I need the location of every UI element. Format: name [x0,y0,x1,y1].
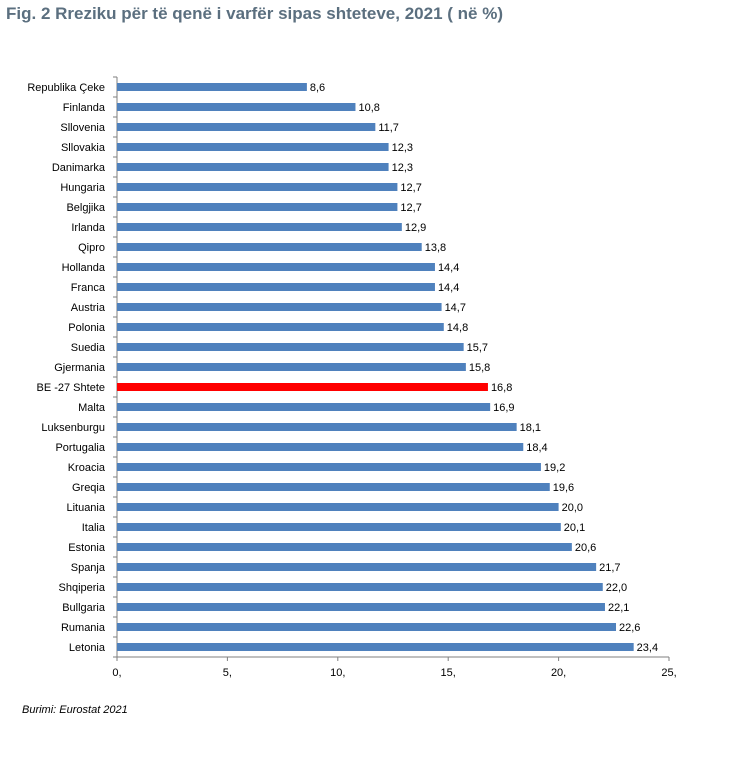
value-label: 13,8 [425,242,446,254]
value-label: 12,3 [392,162,413,174]
category-label: Polonia [68,322,106,334]
bar [117,623,617,631]
value-label: 20,0 [562,502,583,514]
category-label: Shqiperia [59,582,106,594]
category-label: Hollanda [62,262,106,274]
bar [117,443,524,451]
category-label: Sllovakia [61,142,106,154]
value-label: 16,9 [493,402,514,414]
category-label: Hungaria [60,182,106,194]
category-label: BE -27 Shtete [37,382,106,394]
bar [117,123,376,131]
bar [117,343,464,351]
x-tick-label: 10, [330,667,345,679]
bar [117,143,389,151]
category-label: Sllovenia [60,122,106,134]
bar [117,363,466,371]
category-label: Suedia [71,342,106,354]
value-label: 8,6 [310,82,325,94]
category-label: Estonia [68,542,106,554]
value-label: 18,4 [526,442,547,454]
category-label: Gjermania [54,362,106,374]
value-label: 11,7 [378,122,399,134]
category-label: Lituania [66,502,105,514]
value-label: 20,6 [575,542,596,554]
x-tick-label: 5, [223,667,232,679]
bar [117,383,488,391]
value-label: 12,3 [392,142,413,154]
category-label: Qipro [78,242,105,254]
bar [117,303,442,311]
category-label: Franca [71,282,106,294]
bar [117,103,356,111]
category-label: Belgjika [66,202,105,214]
bar [117,263,435,271]
value-label: 15,7 [467,342,488,354]
category-label: Danimarka [52,162,106,174]
value-label: 19,2 [544,462,565,474]
category-label: Bullgaria [62,602,106,614]
category-label: Irlanda [71,222,106,234]
category-label: Spanja [71,562,106,574]
value-label: 14,4 [438,282,459,294]
value-label: 12,7 [400,202,421,214]
bar [117,463,541,471]
value-label: 14,4 [438,262,459,274]
bar [117,643,634,651]
bar [117,83,307,91]
value-label: 14,7 [445,302,466,314]
category-label: Greqia [72,482,106,494]
x-tick-label: 0, [112,667,121,679]
bar [117,183,398,191]
bar [117,323,444,331]
value-label: 22,6 [619,622,640,634]
value-label: 20,1 [564,522,585,534]
category-label: Finlanda [63,102,106,114]
value-label: 22,0 [606,582,627,594]
value-label: 22,1 [608,602,629,614]
source-note: Burimi: Eurostat 2021 [22,704,128,716]
chart-title: Fig. 2 Rreziku për të qenë i varfër sipa… [6,4,503,23]
category-label: Kroacia [68,462,106,474]
x-tick-label: 15, [441,667,456,679]
value-label: 23,4 [637,642,658,654]
category-label: Letonia [69,642,106,654]
category-label: Italia [82,522,106,534]
category-label: Rumania [61,622,106,634]
value-label: 12,7 [400,182,421,194]
x-tick-label: 20, [551,667,566,679]
value-label: 14,8 [447,322,468,334]
bar [117,223,402,231]
bar [117,523,561,531]
bar [117,163,389,171]
value-label: 19,6 [553,482,574,494]
bar [117,403,491,411]
value-label: 16,8 [491,382,512,394]
bar [117,483,550,491]
category-label: Luksenburgu [41,422,105,434]
bar [117,283,435,291]
category-label: Malta [78,402,106,414]
bar [117,503,559,511]
bar [117,423,517,431]
category-label: Portugalia [55,442,105,454]
bar [117,563,597,571]
value-label: 12,9 [405,222,426,234]
value-label: 21,7 [599,562,620,574]
value-label: 18,1 [520,422,541,434]
category-label: Republika Çeke [27,82,105,94]
bar [117,543,572,551]
value-label: 10,8 [358,102,379,114]
x-tick-label: 25, [661,667,676,679]
bar [117,603,605,611]
bar [117,583,603,591]
bar [117,203,398,211]
bar [117,243,422,251]
category-label: Austria [71,302,106,314]
value-label: 15,8 [469,362,490,374]
